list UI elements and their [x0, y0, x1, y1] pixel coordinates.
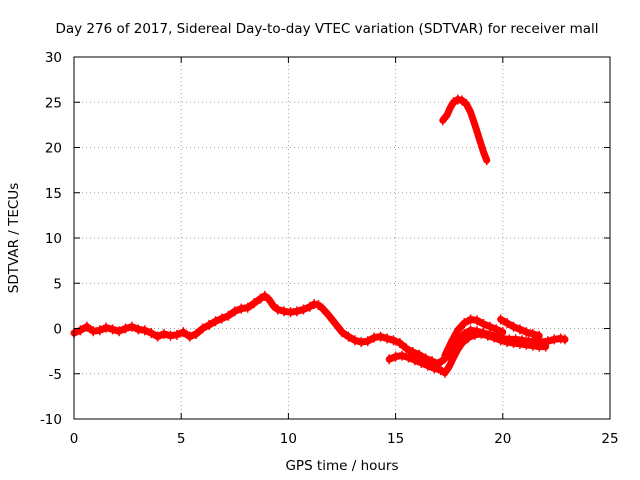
tick-layer: 0 5 10 15 20 25 -10 -5 0 5 10 15 20 25 30 [40, 50, 619, 447]
grid-layer [74, 57, 610, 419]
y-tick-label: 25 [45, 95, 62, 111]
series-isolated-arc [439, 94, 491, 166]
y-tick-label: 10 [45, 231, 62, 247]
y-tick-label: 5 [53, 276, 62, 292]
series-upper-branch [441, 314, 507, 361]
x-tick-label: 20 [494, 431, 511, 447]
series-layer [70, 94, 569, 378]
series-lower-branch [385, 328, 550, 378]
y-tick-label: -10 [40, 412, 62, 428]
y-tick-label: 30 [45, 50, 62, 66]
y-tick-label: -5 [49, 367, 62, 383]
series-band [441, 315, 507, 360]
y-tick-label: 20 [45, 141, 62, 157]
x-axis-label: GPS time / hours [285, 458, 398, 474]
x-tick-label: 0 [70, 431, 79, 447]
chart-title: Day 276 of 2017, Sidereal Day-to-day VTE… [55, 21, 598, 37]
series-late-rising [497, 314, 543, 341]
x-tick-label: 10 [280, 431, 297, 447]
y-tick-label: 15 [45, 186, 62, 202]
y-tick-label: 0 [53, 322, 62, 338]
series-band [439, 96, 491, 164]
y-axis-label: SDTVAR / TECUs [6, 183, 22, 293]
x-tick-label: 15 [387, 431, 404, 447]
x-tick-label: 5 [177, 431, 186, 447]
x-tick-label: 25 [601, 431, 618, 447]
